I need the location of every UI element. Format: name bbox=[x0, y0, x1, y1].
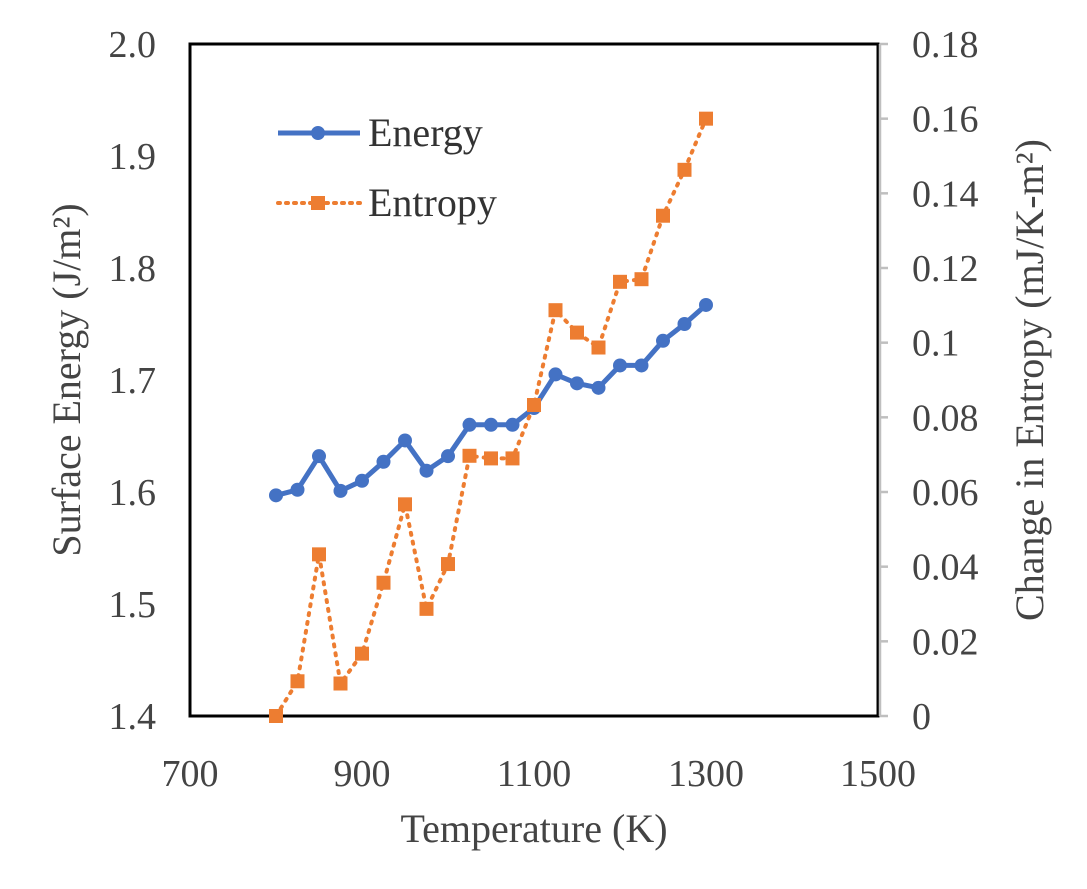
data-point-entropy bbox=[634, 272, 649, 287]
data-point-entropy bbox=[570, 325, 584, 340]
y-right-tick-label: 0.04 bbox=[912, 547, 979, 589]
data-point-entropy bbox=[312, 547, 326, 562]
data-point-entropy bbox=[290, 674, 305, 689]
legend-energy-label: Energy bbox=[368, 110, 483, 155]
y-axis-right-title: Change in Entropy (mJ/K-m²) bbox=[1007, 139, 1052, 621]
y-left-tick-label: 1.7 bbox=[109, 360, 157, 402]
data-point-entropy bbox=[677, 162, 692, 177]
y-left-tick-label: 1.6 bbox=[109, 472, 157, 514]
data-point-energy bbox=[591, 380, 606, 395]
data-point-energy bbox=[441, 449, 455, 464]
data-point-energy bbox=[355, 473, 369, 488]
legend-item-entropy: Entropy bbox=[276, 180, 497, 225]
data-point-energy bbox=[484, 417, 498, 432]
x-tick-label: 700 bbox=[162, 753, 219, 795]
data-point-energy bbox=[462, 417, 477, 432]
legend-item-energy: Energy bbox=[278, 110, 483, 155]
x-tick-label: 900 bbox=[334, 753, 391, 795]
data-point-entropy bbox=[505, 451, 520, 466]
legend-entropy-marker bbox=[311, 196, 325, 210]
y-right-tick-label: 0.06 bbox=[912, 472, 979, 514]
y-left-tick-label: 1.4 bbox=[109, 696, 157, 738]
x-axis-title: Temperature (K) bbox=[400, 806, 667, 851]
y-right-tick-label: 0.12 bbox=[912, 248, 979, 290]
data-point-energy bbox=[312, 449, 326, 464]
legend-energy-marker bbox=[311, 126, 325, 140]
data-point-entropy bbox=[269, 709, 283, 723]
y-right-tick-label: 0.14 bbox=[912, 173, 979, 215]
data-point-entropy bbox=[591, 340, 606, 355]
data-point-entropy bbox=[462, 448, 477, 463]
legend: Energy Entropy bbox=[276, 110, 497, 225]
data-point-entropy bbox=[355, 646, 369, 661]
y-left-tick-label: 1.9 bbox=[109, 136, 157, 178]
plot-frame bbox=[188, 42, 880, 718]
y-left-tick-label: 2.0 bbox=[109, 24, 157, 66]
data-point-energy bbox=[376, 454, 391, 469]
data-point-entropy bbox=[548, 303, 563, 318]
series-line-energy bbox=[275, 303, 708, 498]
y-left-tick-label: 1.8 bbox=[109, 248, 157, 290]
data-point-energy bbox=[699, 297, 713, 312]
data-point-entropy bbox=[441, 557, 455, 572]
series-layer bbox=[269, 111, 713, 723]
data-point-energy bbox=[505, 417, 520, 432]
y-right-tick-label: 0 bbox=[912, 696, 931, 738]
data-point-entropy bbox=[527, 398, 541, 413]
x-tick-label: 1500 bbox=[840, 753, 916, 795]
data-point-energy bbox=[656, 333, 670, 348]
data-point-energy bbox=[634, 358, 649, 373]
data-point-entropy bbox=[333, 676, 348, 691]
legend-entropy-label: Entropy bbox=[368, 180, 497, 225]
data-point-energy bbox=[570, 376, 584, 391]
y-right-tick-label: 0.08 bbox=[912, 397, 979, 439]
y-right-tick-label: 0.1 bbox=[912, 323, 960, 365]
y-right-tick-label: 0.02 bbox=[912, 621, 979, 663]
data-point-entropy bbox=[419, 601, 434, 616]
right-axis-ticks: 0 0.02 0.04 0.06 0.08 0.1 0.12 0.14 0.16 0.18 bbox=[880, 24, 979, 738]
x-axis-ticks: 700 900 1100 1300 1500 bbox=[162, 753, 917, 795]
data-point-entropy bbox=[398, 497, 412, 512]
data-point-entropy bbox=[656, 208, 670, 223]
data-point-energy bbox=[333, 483, 348, 498]
y-axis-left-title: Surface Energy (J/m²) bbox=[44, 203, 89, 556]
data-point-energy bbox=[677, 317, 692, 331]
data-point-energy bbox=[613, 358, 627, 373]
data-point-entropy bbox=[376, 575, 391, 590]
y-right-tick-label: 0.18 bbox=[912, 24, 979, 66]
data-point-energy bbox=[290, 482, 305, 497]
data-point-entropy bbox=[613, 274, 627, 289]
x-tick-label: 1300 bbox=[668, 753, 744, 795]
data-point-entropy bbox=[699, 111, 713, 126]
data-point-entropy bbox=[484, 451, 498, 466]
data-point-energy bbox=[398, 433, 412, 448]
y-right-tick-label: 0.16 bbox=[912, 99, 979, 141]
x-tick-label: 1100 bbox=[497, 753, 572, 795]
data-point-energy bbox=[548, 367, 563, 382]
data-point-energy bbox=[419, 463, 434, 478]
data-point-energy bbox=[269, 488, 283, 503]
left-axis-ticks: 1.4 1.5 1.6 1.7 1.8 1.9 2.0 bbox=[109, 24, 157, 738]
y-left-tick-label: 1.5 bbox=[109, 584, 157, 626]
